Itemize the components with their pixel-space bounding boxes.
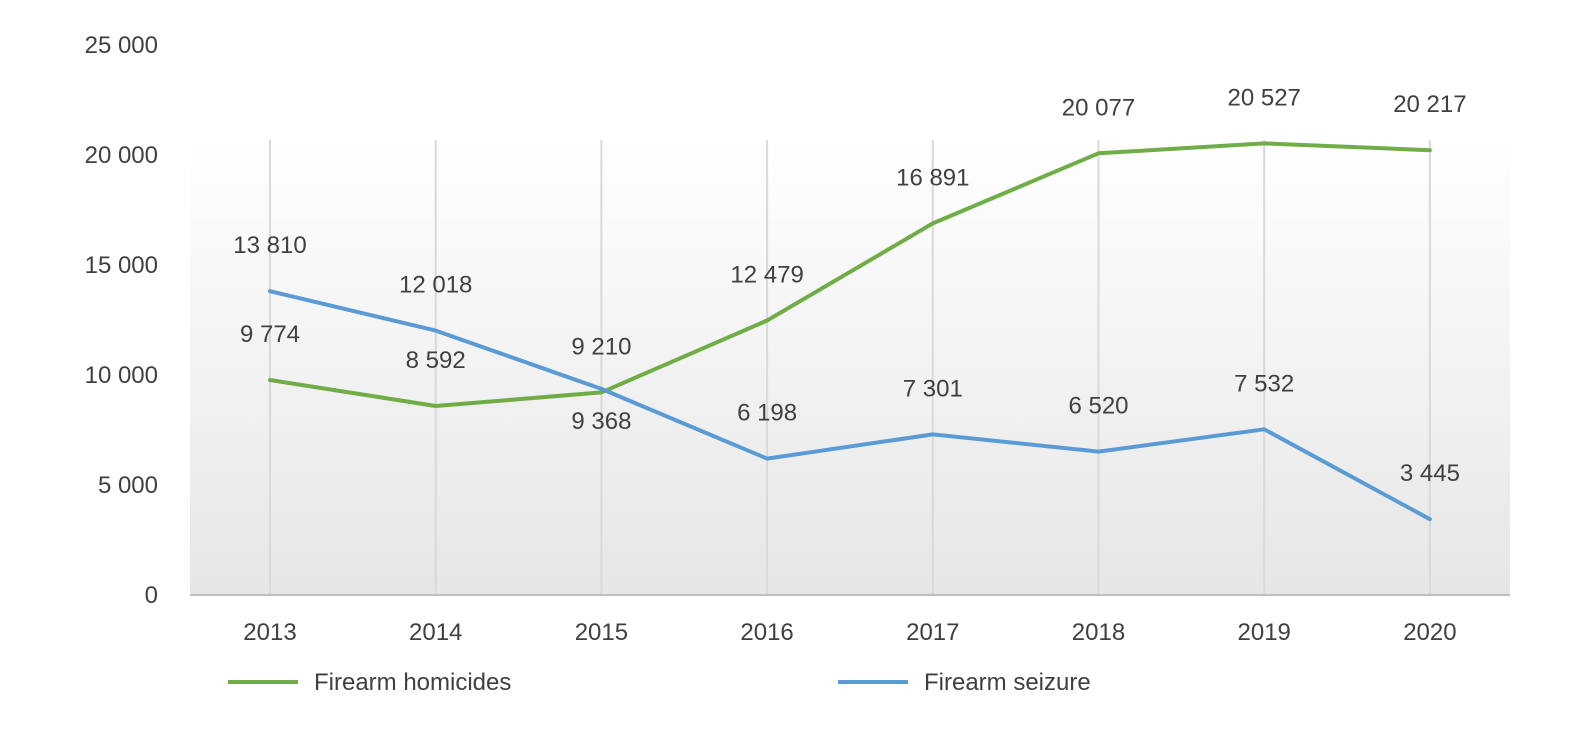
series-line-0 <box>268 141 1432 408</box>
plot-background <box>190 140 1510 595</box>
y-axis-ticks: 0 5 000 10 000 15 000 20 000 25 000 <box>85 32 158 609</box>
data-label: 20 217 <box>1393 91 1466 118</box>
x-axis-ticks: 2013 2014 2015 2016 2017 2018 2019 2020 <box>243 619 1456 646</box>
data-label: 7 301 <box>903 375 963 402</box>
data-label: 6 198 <box>737 400 797 427</box>
x-tick-label: 2020 <box>1403 619 1456 646</box>
x-tick-label: 2015 <box>575 619 628 646</box>
x-tick-label: 2014 <box>409 619 462 646</box>
y-tick-label: 5 000 <box>98 472 158 499</box>
legend-label-0: Firearm homicides <box>314 669 511 696</box>
data-label: 8 592 <box>406 347 466 374</box>
series-lines <box>268 141 1432 522</box>
x-tick-label: 2018 <box>1072 619 1125 646</box>
data-label: 20 527 <box>1227 84 1300 111</box>
data-label: 16 891 <box>896 164 969 191</box>
legend-label-1: Firearm seizure <box>924 669 1091 696</box>
x-tick-label: 2013 <box>243 619 296 646</box>
x-tick-label: 2016 <box>740 619 793 646</box>
y-tick-label: 15 000 <box>85 252 158 279</box>
y-tick-label: 10 000 <box>85 362 158 389</box>
x-tick-label: 2019 <box>1238 619 1291 646</box>
y-tick-label: 25 000 <box>85 32 158 59</box>
data-label: 7 532 <box>1234 370 1294 397</box>
series-line-1 <box>268 289 1432 522</box>
data-label: 6 520 <box>1068 393 1128 420</box>
data-label: 9 774 <box>240 321 300 348</box>
data-label: 13 810 <box>233 232 306 259</box>
data-label: 9 210 <box>571 333 631 360</box>
x-tick-label: 2017 <box>906 619 959 646</box>
data-labels: 9 774 8 592 9 210 12 479 16 891 20 077 20 527 2… <box>233 84 1466 487</box>
data-label: 3 445 <box>1400 460 1460 487</box>
y-tick-label: 20 000 <box>85 142 158 169</box>
data-label: 12 479 <box>730 261 803 288</box>
grid-lines <box>269 140 1431 595</box>
data-label: 20 077 <box>1062 94 1135 121</box>
data-label: 12 018 <box>399 272 472 299</box>
y-tick-label: 0 <box>145 582 158 609</box>
legend: Firearm homicides Firearm seizure <box>228 669 1091 696</box>
data-label: 9 368 <box>571 408 631 435</box>
